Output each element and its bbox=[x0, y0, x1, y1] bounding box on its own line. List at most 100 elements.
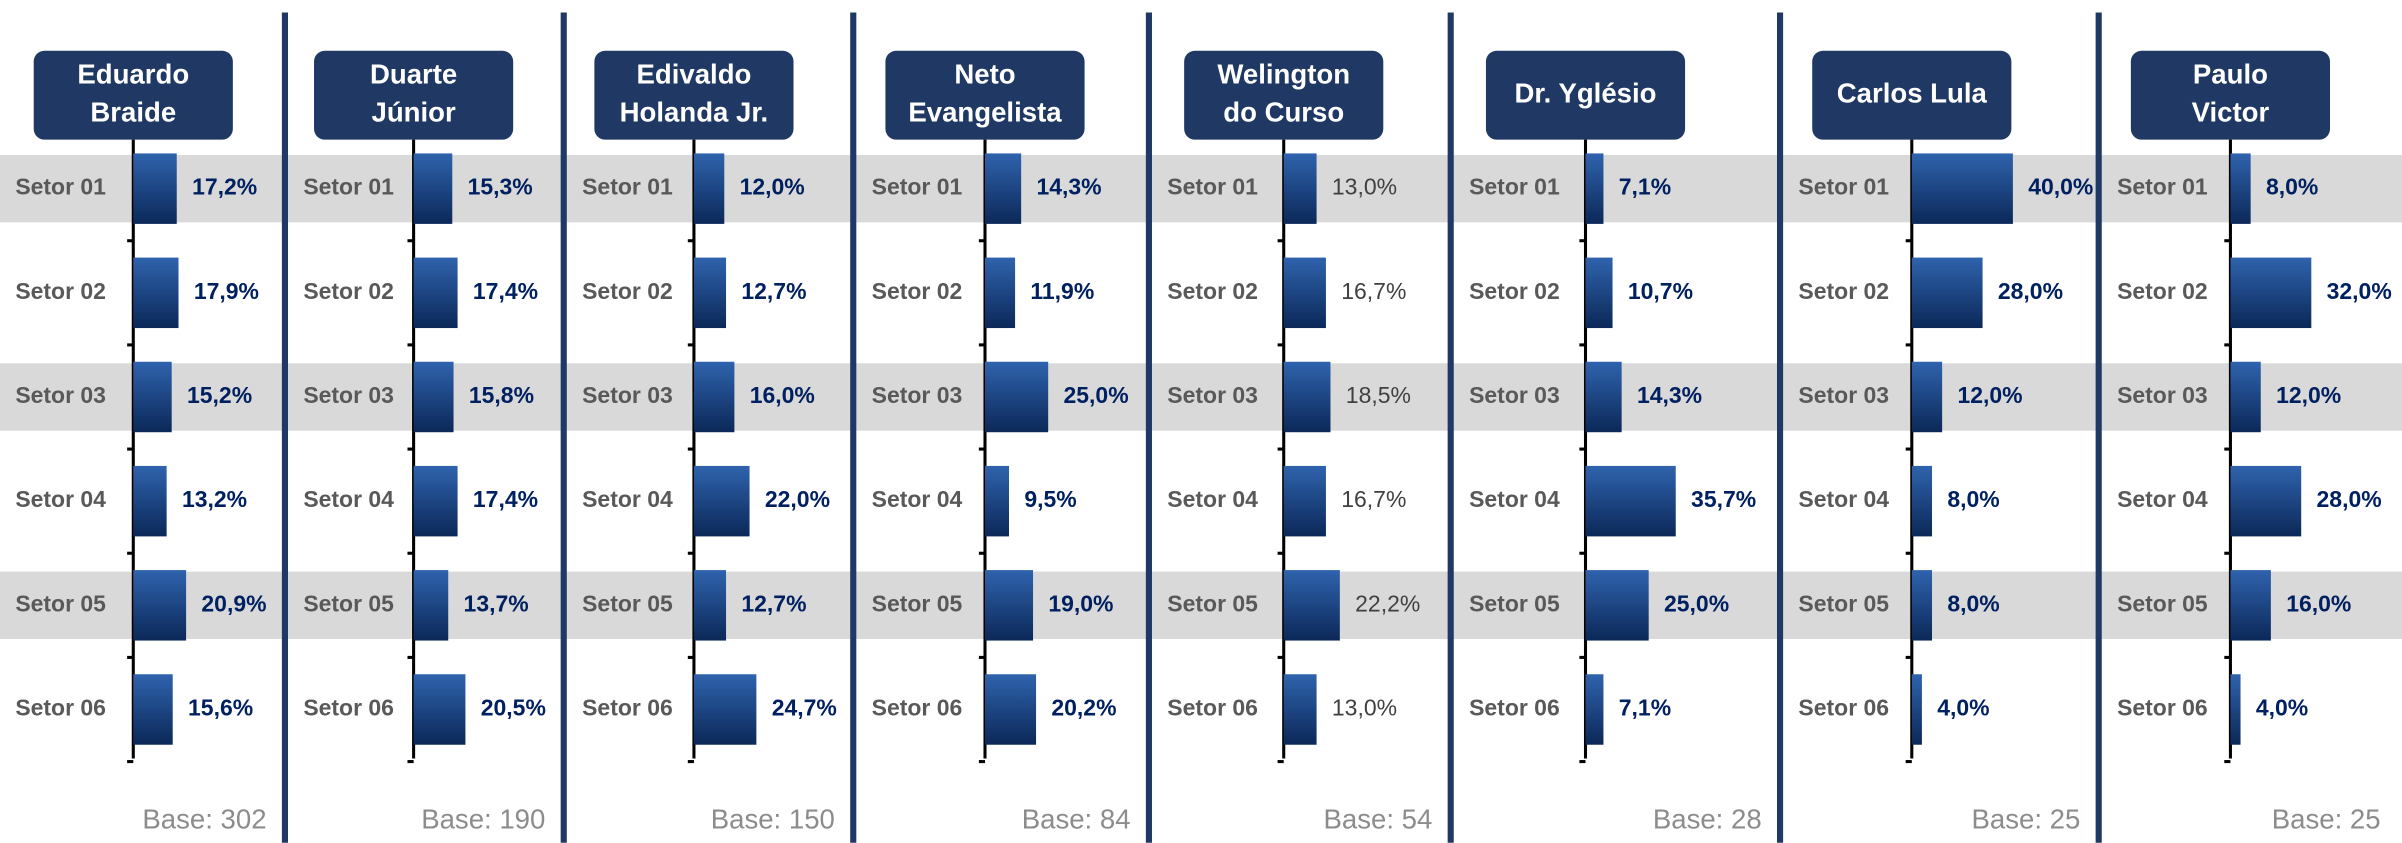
category-label: Setor 01 bbox=[872, 174, 963, 200]
bar bbox=[693, 465, 750, 537]
chart-title: Dr. Yglésio bbox=[1515, 77, 1657, 108]
chart-title: Braide bbox=[90, 97, 176, 128]
bar bbox=[693, 257, 727, 329]
category-label: Setor 05 bbox=[1798, 590, 1889, 616]
value-label: 14,3% bbox=[1637, 382, 1702, 408]
category-label: Setor 06 bbox=[1798, 695, 1889, 721]
value-label: 4,0% bbox=[2256, 695, 2308, 721]
value-label: 12,0% bbox=[740, 174, 805, 200]
category-label: Setor 04 bbox=[1167, 486, 1258, 512]
bar bbox=[1911, 257, 1983, 329]
value-label: 16,7% bbox=[1341, 278, 1406, 304]
category-label: Setor 06 bbox=[2117, 695, 2208, 721]
chart-title: Holanda Jr. bbox=[620, 97, 769, 128]
title-box bbox=[2130, 50, 2331, 140]
value-label: 25,0% bbox=[1064, 382, 1129, 408]
value-label: 15,3% bbox=[468, 174, 533, 200]
value-label: 10,7% bbox=[1628, 278, 1693, 304]
value-label: 8,0% bbox=[2266, 174, 2318, 200]
value-label: 12,7% bbox=[741, 278, 806, 304]
bar bbox=[413, 257, 458, 329]
category-label: Setor 03 bbox=[1167, 382, 1258, 408]
bar bbox=[133, 361, 172, 433]
value-label: 12,0% bbox=[2276, 382, 2341, 408]
bar bbox=[2230, 465, 2302, 537]
title-box bbox=[314, 50, 514, 140]
category-label: Setor 04 bbox=[1798, 486, 1889, 512]
value-label: 17,9% bbox=[194, 278, 259, 304]
value-label: 4,0% bbox=[1937, 695, 1989, 721]
title-box bbox=[1485, 50, 1686, 140]
category-label: Setor 01 bbox=[15, 174, 106, 200]
category-label: Setor 03 bbox=[2117, 382, 2208, 408]
base-note: Base: 84 bbox=[1022, 804, 1131, 835]
value-label: 8,0% bbox=[1947, 486, 1999, 512]
category-label: Setor 05 bbox=[15, 590, 106, 616]
value-label: 17,4% bbox=[473, 486, 538, 512]
bar bbox=[1283, 257, 1326, 329]
bar bbox=[1283, 674, 1317, 745]
value-label: 18,5% bbox=[1346, 382, 1411, 408]
title-box bbox=[594, 50, 794, 140]
category-label: Setor 04 bbox=[303, 486, 394, 512]
value-label: 25,0% bbox=[1664, 590, 1729, 616]
bar bbox=[1585, 361, 1622, 433]
bar bbox=[985, 153, 1022, 224]
chart-title: Carlos Lula bbox=[1837, 77, 1988, 108]
bar bbox=[2230, 674, 2241, 745]
value-label: 16,7% bbox=[1341, 486, 1406, 512]
bar bbox=[413, 361, 454, 433]
category-label: Setor 01 bbox=[582, 174, 673, 200]
category-label: Setor 05 bbox=[2117, 590, 2208, 616]
chart-title: Neto bbox=[954, 58, 1015, 89]
bar bbox=[1585, 153, 1604, 224]
category-label: Setor 02 bbox=[872, 278, 963, 304]
bar bbox=[133, 674, 173, 745]
value-label: 8,0% bbox=[1947, 590, 1999, 616]
chart-title: do Curso bbox=[1223, 97, 1344, 128]
value-label: 35,7% bbox=[1691, 486, 1756, 512]
category-label: Setor 06 bbox=[303, 695, 394, 721]
bar bbox=[1585, 465, 1676, 537]
bar bbox=[693, 153, 725, 224]
bar bbox=[413, 153, 453, 224]
bar bbox=[1585, 257, 1613, 329]
chart-title: Victor bbox=[2192, 97, 2270, 128]
bar bbox=[985, 361, 1049, 433]
base-note: Base: 25 bbox=[1972, 804, 2081, 835]
value-label: 28,0% bbox=[2317, 486, 2382, 512]
value-label: 7,1% bbox=[1619, 174, 1671, 200]
title-box bbox=[885, 50, 1085, 140]
value-label: 16,0% bbox=[2286, 590, 2351, 616]
chart-title: Júnior bbox=[371, 97, 455, 128]
value-label: 17,4% bbox=[473, 278, 538, 304]
category-label: Setor 04 bbox=[582, 486, 673, 512]
category-label: Setor 03 bbox=[15, 382, 106, 408]
value-label: 13,0% bbox=[1332, 695, 1397, 721]
category-label: Setor 02 bbox=[15, 278, 106, 304]
value-label: 14,3% bbox=[1036, 174, 1101, 200]
bar bbox=[693, 570, 727, 641]
bar bbox=[985, 674, 1037, 745]
value-label: 15,8% bbox=[469, 382, 534, 408]
bar bbox=[2230, 153, 2251, 224]
category-label: Setor 02 bbox=[1469, 278, 1560, 304]
value-label: 9,5% bbox=[1024, 486, 1076, 512]
base-note: Base: 302 bbox=[142, 804, 266, 835]
bar bbox=[133, 465, 167, 537]
bar bbox=[1283, 570, 1340, 641]
bar bbox=[133, 570, 187, 641]
category-label: Setor 06 bbox=[1469, 695, 1560, 721]
bar bbox=[1911, 153, 2013, 224]
value-label: 12,7% bbox=[741, 590, 806, 616]
base-note: Base: 190 bbox=[421, 804, 545, 835]
value-label: 28,0% bbox=[1998, 278, 2063, 304]
category-label: Setor 05 bbox=[1167, 590, 1258, 616]
row-band bbox=[0, 363, 2402, 431]
category-label: Setor 01 bbox=[1798, 174, 1889, 200]
row-band bbox=[0, 571, 2402, 640]
chart-title: Welington bbox=[1217, 58, 1350, 89]
category-label: Setor 03 bbox=[872, 382, 963, 408]
value-label: 16,0% bbox=[750, 382, 815, 408]
